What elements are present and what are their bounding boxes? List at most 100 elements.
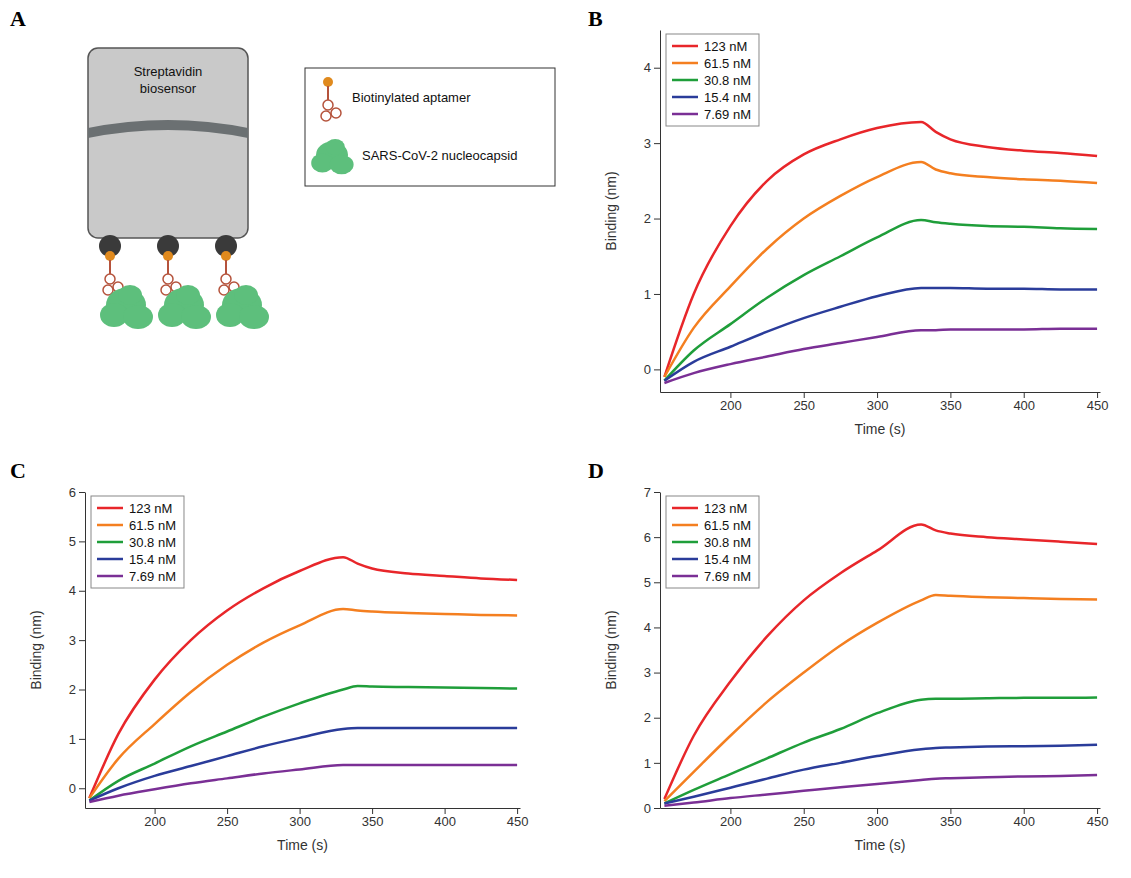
tick-mark	[654, 673, 660, 674]
tick-mark	[654, 143, 660, 144]
tick-mark	[804, 392, 805, 398]
tick-mark	[654, 68, 660, 69]
tick-label: 0	[69, 781, 76, 796]
tick-label: 1	[69, 732, 76, 747]
tick: 5	[644, 575, 660, 590]
tick-mark	[654, 537, 660, 538]
series-line	[664, 697, 1097, 803]
tick-mark	[654, 369, 660, 370]
legend-label: 15.4 nM	[704, 90, 751, 105]
legend-swatch	[672, 45, 698, 48]
biosensor-body	[88, 48, 248, 238]
tick: 350	[362, 808, 384, 829]
legend-swatch	[672, 541, 698, 544]
nucleocapsid-blob	[118, 285, 142, 305]
tick-mark	[372, 808, 373, 814]
tick: 200	[720, 808, 742, 829]
tick-mark	[1024, 808, 1025, 814]
series-line	[664, 525, 1097, 799]
y-axis: 0123456	[69, 485, 86, 809]
tick: 300	[289, 808, 311, 829]
tick: 250	[793, 808, 815, 829]
tick-label: 300	[867, 398, 889, 413]
x-axis: 200250300350400450	[86, 808, 529, 829]
series-line	[664, 775, 1097, 806]
legend-label: SARS-CoV-2 nucleocapsid	[362, 148, 517, 163]
tick: 1	[644, 287, 660, 302]
legend-label: 61.5 nM	[129, 518, 176, 533]
tick-mark	[79, 640, 85, 641]
tick-label: 4	[69, 583, 76, 598]
y-axis-title: Binding (nm)	[603, 171, 619, 250]
tick-label: 3	[644, 665, 651, 680]
axis-line	[660, 31, 661, 393]
tick: 4	[644, 620, 660, 635]
axis-line	[661, 392, 1101, 393]
tick-label: 250	[217, 814, 239, 829]
tick-mark	[79, 591, 85, 592]
aptamer-stem	[225, 260, 227, 274]
nucleocapsid-blob	[234, 285, 258, 305]
x-axis-title: Time (s)	[855, 837, 906, 853]
aptamer-stem	[167, 260, 169, 274]
tick-mark	[654, 219, 660, 220]
tick-mark	[654, 627, 660, 628]
tick-mark	[730, 808, 731, 814]
legend-swatch	[672, 62, 698, 65]
tick-label: 450	[507, 814, 529, 829]
tick-mark	[1024, 392, 1025, 398]
tick-mark	[877, 392, 878, 398]
legend-label: 61.5 nM	[704, 518, 751, 533]
tick-mark	[654, 808, 660, 809]
legend-swatch	[97, 507, 123, 510]
legend-swatch	[672, 113, 698, 116]
legend: 123 nM61.5 nM30.8 nM15.4 nM7.69 nM	[666, 496, 759, 588]
axis-line	[86, 808, 521, 809]
tick: 0	[69, 781, 85, 796]
tick-label: 4	[644, 60, 651, 75]
legend-swatch	[672, 524, 698, 527]
tick-mark	[79, 690, 85, 691]
x-axis: 200250300350400450	[661, 808, 1109, 829]
tick: 1	[69, 732, 85, 747]
tick-label: 300	[289, 814, 311, 829]
tick-mark	[654, 294, 660, 295]
aptamer-loop	[323, 100, 333, 110]
tick: 2	[69, 682, 85, 697]
legend-swatch	[672, 558, 698, 561]
tick: 400	[1013, 808, 1035, 829]
tick: 3	[644, 136, 660, 151]
tick-label: 200	[720, 814, 742, 829]
legend-box	[91, 496, 184, 588]
legend-swatch	[672, 575, 698, 578]
tick: 6	[69, 485, 85, 500]
tick: 5	[69, 534, 85, 549]
legend-box	[305, 68, 555, 186]
legend-swatch	[672, 79, 698, 82]
tick-label: 400	[1013, 398, 1035, 413]
plot-area	[664, 122, 1097, 383]
tick-mark	[1097, 392, 1098, 398]
tick: 0	[644, 362, 660, 377]
tick: 300	[867, 392, 889, 413]
series-line	[89, 686, 517, 801]
tick: 7	[644, 485, 660, 500]
tick-label: 450	[1087, 398, 1109, 413]
legend: 123 nM61.5 nM30.8 nM15.4 nM7.69 nM	[666, 34, 759, 126]
tick-mark	[877, 808, 878, 814]
tick-label: 7	[644, 485, 651, 500]
tick: 300	[867, 808, 889, 829]
tick-label: 400	[434, 814, 456, 829]
series-line	[664, 288, 1097, 381]
tick-label: 6	[69, 485, 76, 500]
tick: 400	[434, 808, 456, 829]
nucleocapsid-blob	[123, 305, 153, 329]
tick-mark	[730, 392, 731, 398]
y-axis: 01234567	[644, 485, 661, 816]
tick-label: 3	[644, 136, 651, 151]
aptamer-loop	[321, 111, 331, 121]
tick-label: 4	[644, 620, 651, 635]
tick-label: 2	[644, 710, 651, 725]
y-axis: 01234	[644, 31, 661, 393]
legend-label: 123 nM	[704, 501, 747, 516]
